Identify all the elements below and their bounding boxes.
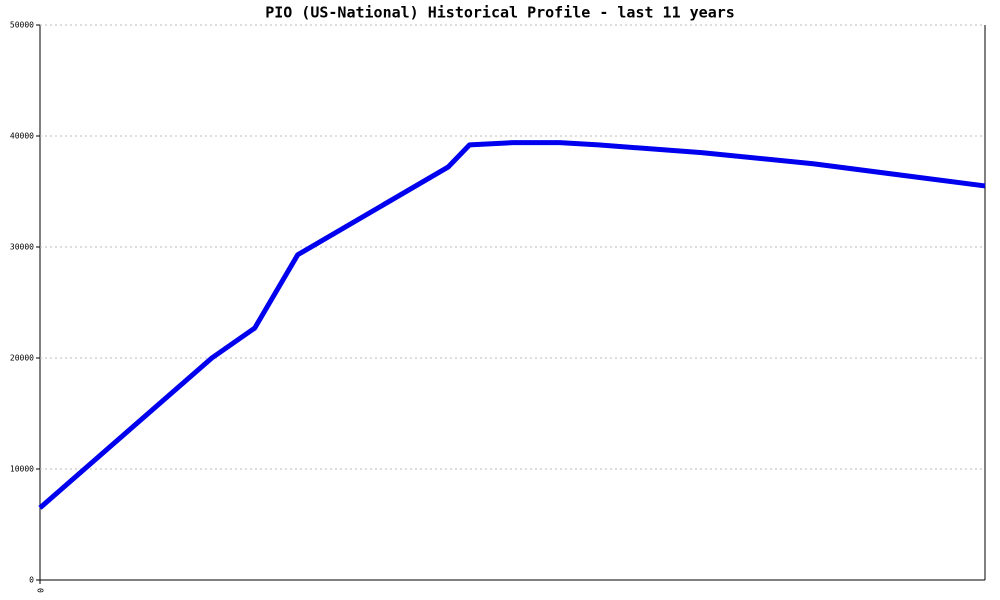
y-tick-label: 40000 <box>10 132 34 141</box>
y-tick-label: 30000 <box>10 243 34 252</box>
y-tick-label: 0 <box>29 576 34 585</box>
x-tick-label: 0 <box>36 588 45 593</box>
data-line <box>38 140 986 510</box>
y-tick-label: 20000 <box>10 354 34 363</box>
y-tick-label: 50000 <box>10 21 34 30</box>
y-tick-label: 10000 <box>10 465 34 474</box>
chart-title: PIO (US-National) Historical Profile - l… <box>265 4 735 22</box>
